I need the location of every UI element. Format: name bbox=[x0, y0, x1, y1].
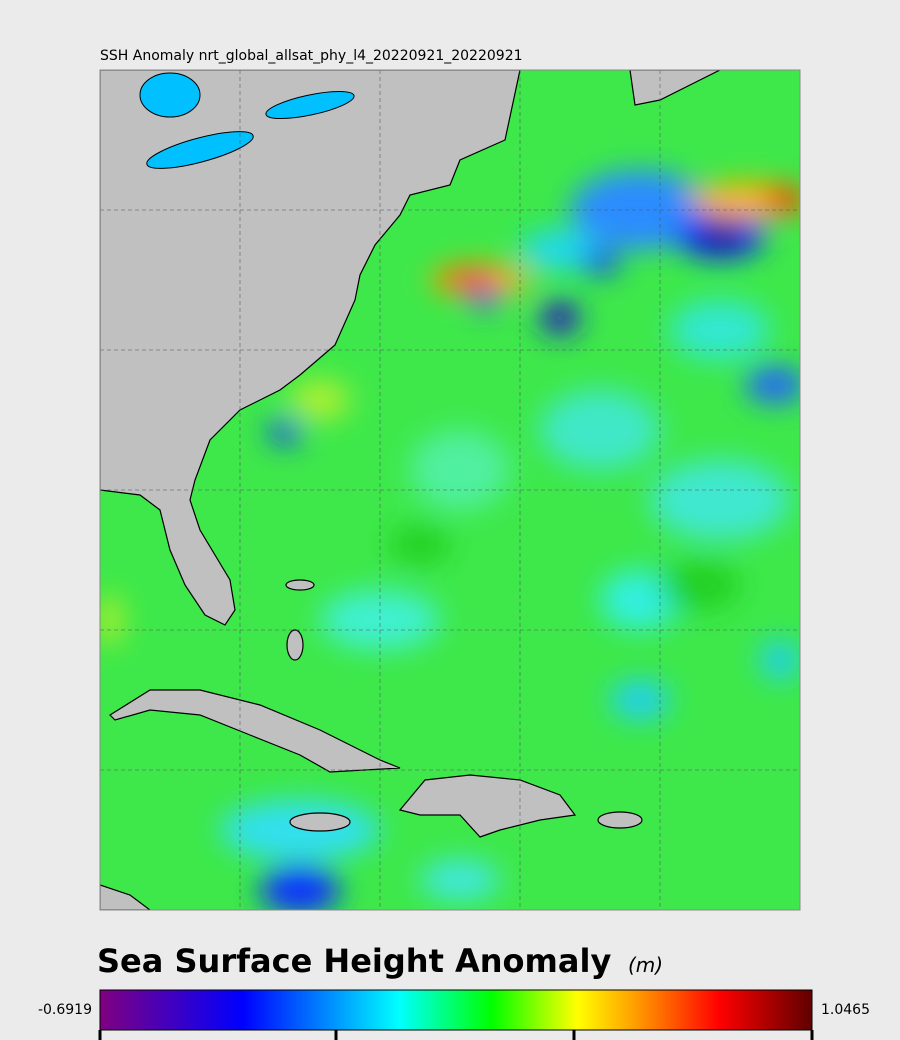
ssh-field bbox=[100, 70, 800, 910]
colorbar-ticks bbox=[98, 1030, 814, 1040]
lake bbox=[139, 72, 201, 118]
colorbar-title: Sea Surface Height Anomaly bbox=[97, 942, 611, 980]
map-title: SSH Anomaly nrt_global_allsat_phy_l4_202… bbox=[100, 48, 523, 64]
corner-land bbox=[100, 884, 151, 910]
lake bbox=[265, 90, 355, 120]
ssh-anomaly-patches bbox=[100, 170, 800, 910]
lake bbox=[146, 131, 254, 169]
jamaica-land bbox=[289, 812, 351, 832]
north-america-land bbox=[100, 70, 521, 626]
cuba-land bbox=[109, 689, 401, 773]
nova-scotia-land bbox=[629, 70, 721, 106]
colorbar-min-label: -0.6919 bbox=[38, 1002, 92, 1018]
graticule bbox=[100, 70, 800, 910]
colorbar-max-label: 1.0465 bbox=[821, 1002, 870, 1018]
colorbar-unit: (m) bbox=[628, 953, 663, 977]
map-frame bbox=[99, 69, 801, 911]
hispaniola-land bbox=[398, 774, 577, 838]
colorbar bbox=[99, 989, 813, 1031]
bahamas-land bbox=[285, 579, 315, 591]
bahamas-land bbox=[286, 629, 304, 661]
puerto-rico-land bbox=[597, 811, 643, 829]
